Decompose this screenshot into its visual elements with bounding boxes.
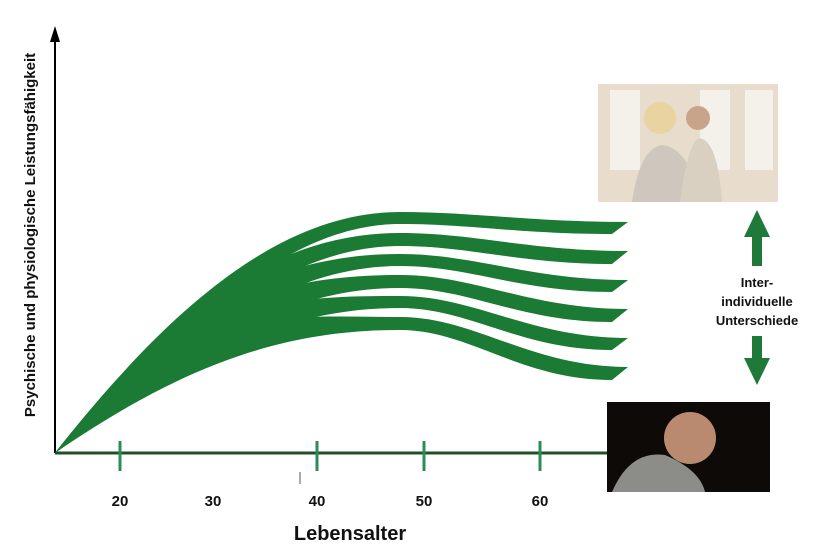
photo-bottom (607, 402, 770, 492)
curves (55, 212, 628, 453)
x-tick-label: 20 (112, 493, 129, 510)
x-tick-label: 50 (416, 493, 433, 510)
arrow-down (744, 336, 770, 385)
annotation-line: Unterschiede (716, 313, 798, 328)
x-tick-label: 40 (309, 493, 326, 510)
y-axis-arrow (50, 26, 60, 42)
curve-band (55, 316, 628, 453)
curve-band (55, 296, 628, 453)
x-ticks: 20 30 40 50 60 (112, 441, 549, 510)
x-tick-label: 30 (205, 493, 222, 510)
arrow-up (744, 210, 770, 266)
photo-top (598, 84, 778, 202)
x-tick-label: 60 (532, 493, 549, 510)
annotation-line: Inter- (741, 275, 774, 290)
annotation-line: individuelle (721, 294, 793, 309)
y-axis-label: Psychische und physiologische Leistungsf… (22, 53, 39, 417)
x-axis-label: Lebensalter (294, 523, 406, 544)
annotation: Inter-individuelle Unterschiede (716, 275, 798, 328)
